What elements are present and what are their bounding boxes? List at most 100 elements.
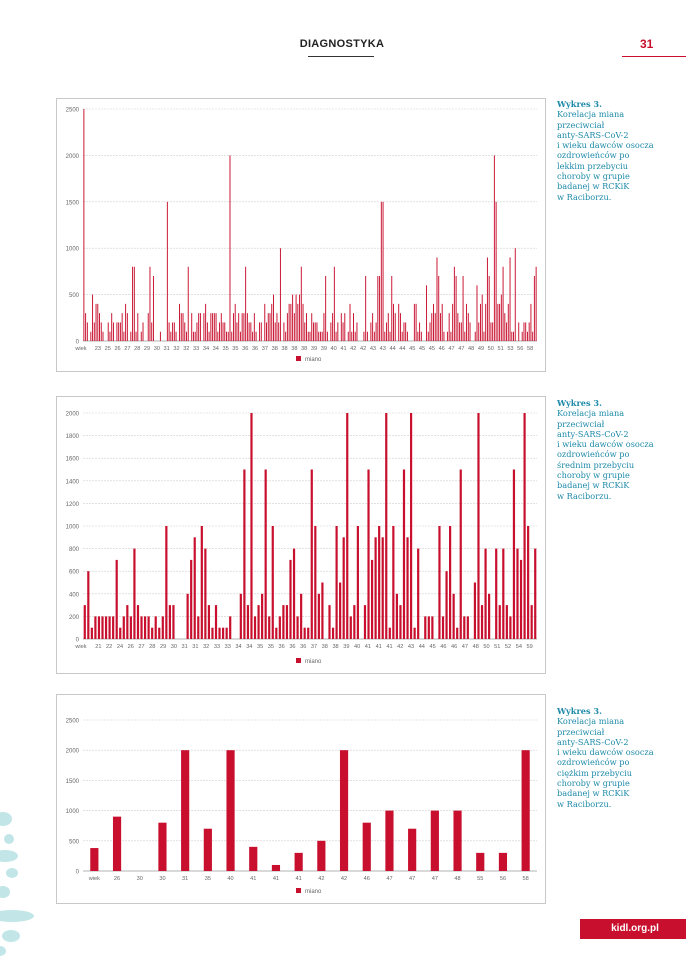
bar <box>346 413 349 639</box>
bar <box>246 313 248 341</box>
y-tick-label: 2500 <box>66 719 80 725</box>
bar <box>317 593 320 639</box>
chart-mild-svg: 0 500 1000 1500 2000 2500 wiek 23 25 26 27 28 29 30 31… <box>66 108 537 363</box>
x-tick-label: 48 <box>468 346 474 352</box>
bar <box>367 469 370 639</box>
bar <box>234 303 236 341</box>
bar <box>92 294 94 341</box>
y-tick-label: 1400 <box>66 479 80 485</box>
bar <box>224 322 226 341</box>
bar <box>83 109 85 341</box>
bar <box>399 313 401 341</box>
bar <box>194 331 196 341</box>
bar <box>521 750 530 871</box>
x-tick-label: 46 <box>364 876 370 882</box>
bar <box>399 605 402 639</box>
bar <box>264 469 267 639</box>
bar <box>191 313 193 341</box>
bar <box>104 616 108 639</box>
bar <box>222 627 225 639</box>
bar <box>165 526 168 639</box>
bar <box>525 322 527 341</box>
x-tick-label: 35 <box>205 876 211 882</box>
bar <box>226 750 235 871</box>
bar <box>310 469 313 639</box>
bar <box>303 627 306 639</box>
bar <box>136 605 140 639</box>
chart-severe-cases: 0 500 1000 1500 2000 2500 wiek 26 30 30 31 35 40 41 41… <box>56 694 546 904</box>
bar <box>326 331 328 341</box>
bar <box>304 322 306 341</box>
y-tick-label: 500 <box>69 839 80 845</box>
y-tick-label: 1800 <box>66 434 80 440</box>
bar <box>488 276 490 341</box>
bar <box>205 303 207 341</box>
x-tick-label: wiek <box>74 644 86 650</box>
x-tick-label: 36 <box>279 644 285 650</box>
bar <box>505 605 508 639</box>
bar <box>243 469 246 639</box>
y-tick-label: 200 <box>69 615 80 621</box>
bar <box>375 322 377 341</box>
bar <box>249 846 258 871</box>
bar <box>122 616 125 639</box>
x-tick-label: 39 <box>311 346 317 352</box>
x-tick-label: 36 <box>300 644 306 650</box>
bar <box>498 605 501 639</box>
y-tick-label: 2500 <box>66 108 80 114</box>
bar <box>126 605 129 639</box>
bar <box>476 852 485 871</box>
y-tick-label: 2000 <box>66 412 80 418</box>
bar <box>530 605 533 639</box>
footer-site-badge[interactable]: kidl.org.pl <box>580 919 686 939</box>
bar <box>488 593 491 639</box>
bar <box>130 331 132 341</box>
bar <box>330 322 332 341</box>
bar <box>250 413 253 639</box>
x-tick-label: 34 <box>203 346 209 352</box>
x-tick-label: 48 <box>473 644 479 650</box>
x-tick-label: 51 <box>498 346 504 352</box>
x-tick-label: 47 <box>458 346 464 352</box>
bar <box>502 266 504 341</box>
bar <box>147 313 149 341</box>
y-tick-label: 0 <box>76 340 80 346</box>
bar <box>317 840 326 871</box>
x-tick-label: 24 <box>117 644 123 650</box>
bar <box>186 331 187 341</box>
bar <box>85 313 87 341</box>
y-tick-label: 0 <box>76 870 80 876</box>
bar <box>307 331 309 341</box>
bar <box>408 828 417 871</box>
bar <box>276 313 278 341</box>
bar <box>434 313 436 341</box>
bar <box>430 810 439 871</box>
bar <box>260 322 262 341</box>
bar <box>181 750 190 871</box>
bar <box>299 294 301 341</box>
bar <box>259 322 261 341</box>
bar <box>420 331 422 341</box>
bar <box>337 322 339 341</box>
x-tick-label: 46 <box>439 346 445 352</box>
x-tick-label: 26 <box>114 346 120 352</box>
bar <box>226 331 227 341</box>
bar <box>460 322 462 341</box>
bar <box>393 303 394 341</box>
bar <box>190 559 193 639</box>
bar <box>119 322 121 341</box>
bar <box>279 248 281 341</box>
x-tick-label: 35 <box>232 346 238 352</box>
x-tick-label: 39 <box>343 644 349 650</box>
bar <box>245 266 247 341</box>
x-tick-label: 42 <box>350 346 356 352</box>
x-tick-label: 56 <box>500 876 506 882</box>
bar <box>314 526 317 639</box>
bar <box>478 322 480 341</box>
bar <box>452 303 454 341</box>
bar <box>187 266 189 341</box>
bar <box>184 322 186 341</box>
bar <box>229 616 232 639</box>
bar <box>311 313 313 341</box>
bar <box>196 322 198 341</box>
